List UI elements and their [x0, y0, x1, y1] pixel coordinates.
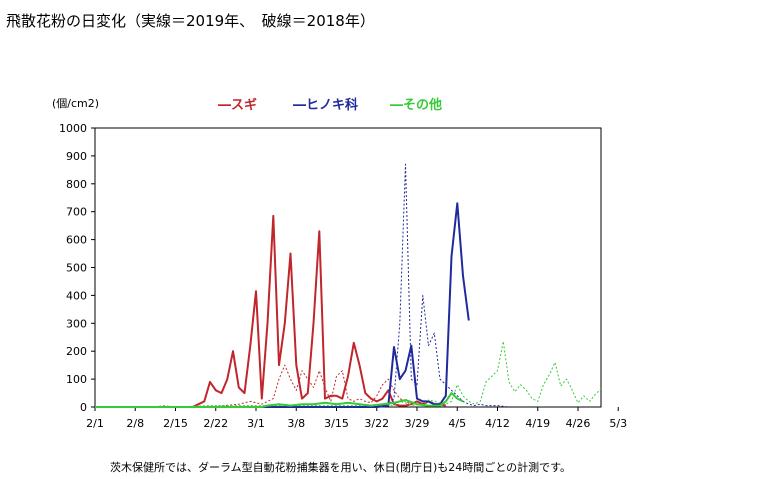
y-tick-label: 800 — [66, 178, 87, 191]
legend-entry-other: ―その他 — [390, 98, 443, 113]
y-tick-label: 0 — [80, 401, 87, 414]
x-tick-label: 3/22 — [364, 417, 389, 430]
legend-entry-hinoki: ―ヒノキ科 — [293, 98, 359, 113]
x-tick-label: 4/19 — [525, 417, 550, 430]
y-tick-label: 900 — [66, 150, 87, 163]
y-tick-label: 1000 — [59, 122, 87, 135]
y-tick-label: 100 — [66, 373, 87, 386]
x-tick-label: 2/15 — [163, 417, 188, 430]
series-line-1-dashed — [209, 364, 429, 408]
x-tick-label: 2/22 — [203, 417, 228, 430]
x-tick-label: 2/1 — [86, 417, 104, 430]
series-line-5-dashed — [95, 340, 602, 408]
x-tick-label: 4/5 — [448, 417, 466, 430]
y-tick-label: 600 — [66, 234, 87, 247]
x-tick-label: 4/12 — [485, 417, 510, 430]
x-tick-label: 3/15 — [324, 417, 349, 430]
series-line-2-solid — [95, 202, 470, 408]
y-tick-label: 200 — [66, 345, 87, 358]
y-tick-label: 500 — [66, 262, 87, 275]
x-tick-label: 3/1 — [247, 417, 265, 430]
plot-frame — [94, 127, 602, 408]
x-tick-label: 3/8 — [287, 417, 305, 430]
x-tick-label: 3/29 — [405, 417, 430, 430]
y-tick-label: 300 — [66, 317, 87, 330]
chart-title: 飛散花粉の日変化（実線＝2019年、 破線＝2018年） — [6, 12, 375, 30]
x-tick-label: 2/8 — [126, 417, 144, 430]
y-unit-label: (個/cm2) — [52, 97, 100, 110]
y-tick-label: 700 — [66, 206, 87, 219]
series-line-0-solid — [95, 214, 447, 408]
x-tick-label: 4/26 — [566, 417, 591, 430]
series-line-3-dashed — [353, 163, 510, 408]
x-tick-label: 5/3 — [609, 417, 627, 430]
x-axis: 2/1 2/8 2/15 2/22 3/1 3/8 3/15 3/22 3/29 4/5 4/12 4… — [86, 407, 627, 430]
y-axis: 0 100 200 300 400 500 600 700 800 900 1000 — [59, 122, 95, 414]
legend-entry-sugi: ―スギ — [218, 98, 258, 113]
footnote: 茨木保健所では、ダーラム型自動花粉捕集器を用い、休日(閉庁日)も24時間ごとの計… — [110, 461, 572, 474]
series-layer — [95, 163, 602, 408]
y-tick-label: 400 — [66, 289, 87, 302]
